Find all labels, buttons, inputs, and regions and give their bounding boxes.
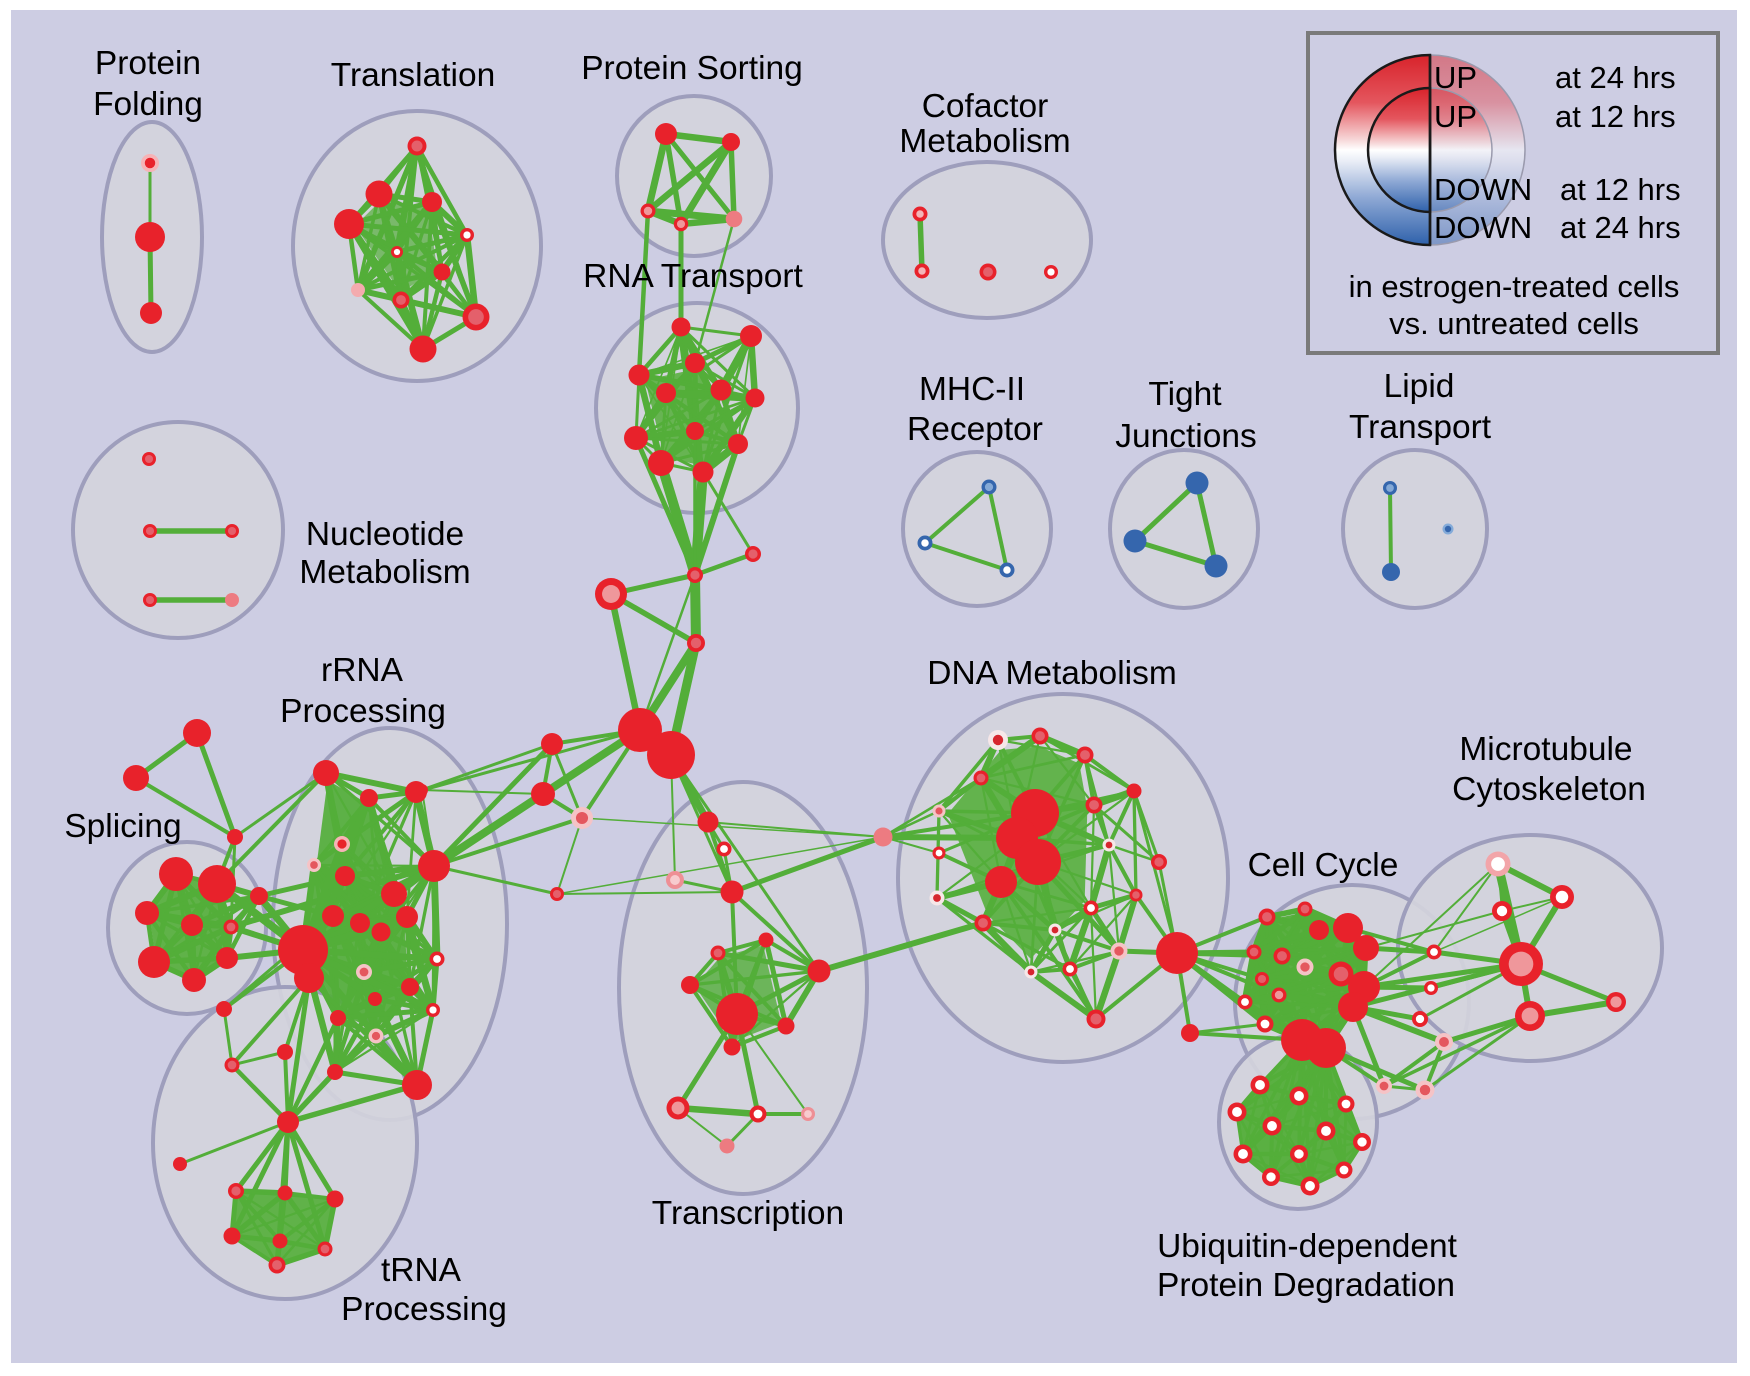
svg-text:Metabolism: Metabolism [299,554,470,591]
svg-text:Transport: Transport [1349,409,1492,446]
svg-text:Transcription: Transcription [652,1195,844,1232]
svg-text:Folding: Folding [93,86,203,123]
svg-text:Microtubule: Microtubule [1459,731,1632,768]
svg-text:RNA Transport: RNA Transport [583,258,803,295]
svg-text:at 12 hrs: at 12 hrs [1560,172,1681,207]
svg-text:tRNA: tRNA [381,1252,462,1289]
svg-text:Protein Degradation: Protein Degradation [1157,1267,1455,1304]
svg-text:MHC-II: MHC-II [919,371,1025,408]
svg-text:DOWN: DOWN [1434,172,1532,207]
svg-text:Processing: Processing [280,693,446,730]
svg-text:Ubiquitin-dependent: Ubiquitin-dependent [1157,1228,1458,1265]
svg-text:Processing: Processing [341,1291,507,1328]
svg-text:Cytoskeleton: Cytoskeleton [1452,771,1646,808]
svg-text:Protein Sorting: Protein Sorting [581,50,803,87]
svg-text:DNA Metabolism: DNA Metabolism [927,655,1176,692]
svg-text:Tight: Tight [1148,376,1222,413]
svg-text:Junctions: Junctions [1115,418,1257,455]
svg-text:at 24 hrs: at 24 hrs [1560,210,1681,245]
svg-text:in estrogen-treated cells: in estrogen-treated cells [1349,269,1680,304]
svg-text:Translation: Translation [331,57,495,94]
svg-text:Nucleotide: Nucleotide [306,516,464,553]
svg-text:UP: UP [1434,60,1477,95]
svg-text:Splicing: Splicing [64,808,181,845]
svg-text:vs. untreated cells: vs. untreated cells [1389,306,1639,341]
svg-text:Cofactor: Cofactor [922,88,1049,125]
svg-text:rRNA: rRNA [321,652,404,689]
svg-text:at 24 hrs: at 24 hrs [1555,60,1676,95]
svg-text:Metabolism: Metabolism [899,123,1070,160]
svg-text:at 12 hrs: at 12 hrs [1555,99,1676,134]
svg-text:UP: UP [1434,99,1477,134]
svg-text:Receptor: Receptor [907,411,1043,448]
svg-text:DOWN: DOWN [1434,210,1532,245]
svg-text:Cell Cycle: Cell Cycle [1248,847,1399,884]
svg-text:Lipid: Lipid [1384,368,1455,405]
svg-text:Protein: Protein [95,45,201,82]
